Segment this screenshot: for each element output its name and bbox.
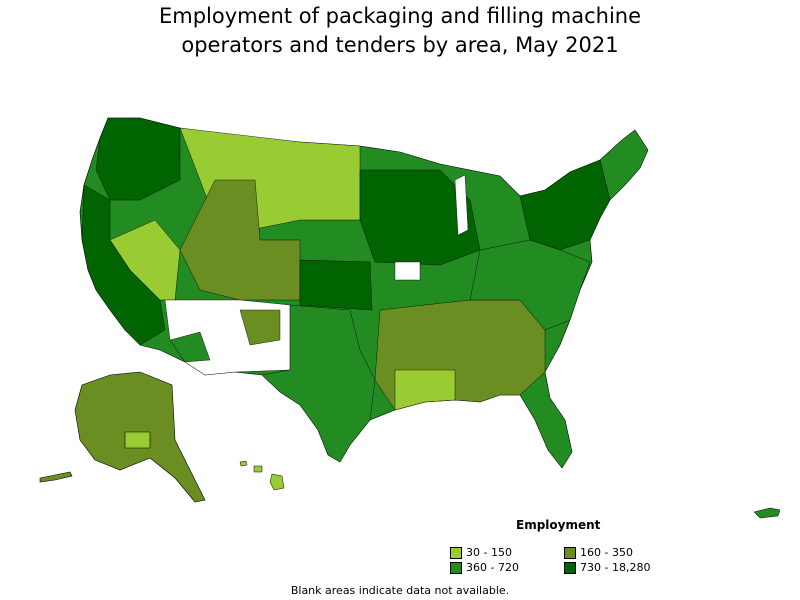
map-title: Employment of packaging and filling mach… — [0, 2, 800, 60]
region-florida — [519, 371, 573, 469]
region-maine — [599, 129, 649, 201]
region-central-plains — [299, 259, 373, 311]
alaska — [39, 371, 206, 503]
region-midwest — [359, 169, 481, 266]
map-title-line1: Employment of packaging and filling mach… — [158, 4, 642, 28]
region-pacific-northwest — [95, 117, 181, 201]
legend-swatch — [450, 546, 462, 559]
legend-label: 160 - 350 — [580, 546, 633, 559]
legend-label: 360 - 720 — [466, 561, 519, 574]
region-california — [81, 184, 166, 346]
no-data-patch-missouri — [394, 261, 421, 281]
map-title-line2: operators and tenders by area, May 2021 — [181, 33, 619, 57]
legend-title: Employment — [516, 518, 601, 532]
puerto-rico-shape — [753, 507, 781, 519]
alaska-interior-light — [124, 431, 151, 449]
region-texas — [261, 304, 376, 463]
hawaii — [239, 460, 285, 491]
legend-label: 730 - 18,280 — [580, 561, 651, 574]
legend-swatch — [564, 546, 576, 559]
map-legend: Employment 30 - 150 160 - 350 360 - 720 … — [440, 518, 670, 578]
legend-item-160-350: 160 - 350 — [564, 546, 633, 559]
great-lakes-gap — [454, 174, 469, 236]
legend-swatch — [450, 561, 462, 574]
region-new-mexico-olive — [239, 309, 281, 346]
hawaii-island-3 — [239, 460, 248, 467]
legend-item-30-150: 30 - 150 — [450, 546, 512, 559]
legend-swatch — [564, 561, 576, 574]
region-mid-atlantic — [469, 239, 591, 331]
legend-label: 30 - 150 — [466, 546, 512, 559]
alaska-aleutians — [39, 471, 73, 483]
legend-item-360-720: 360 - 720 — [450, 561, 519, 574]
data-availability-note: Blank areas indicate data not available. — [290, 584, 510, 597]
legend-item-730-18280: 730 - 18,280 — [564, 561, 650, 574]
puerto-rico — [753, 507, 781, 519]
region-arizona-green — [169, 331, 211, 363]
hawaii-island-1 — [269, 473, 285, 491]
region-fills — [81, 117, 649, 469]
region-gulf-light — [394, 369, 456, 411]
hawaii-island-2 — [253, 465, 263, 473]
region-northeast — [519, 159, 611, 251]
